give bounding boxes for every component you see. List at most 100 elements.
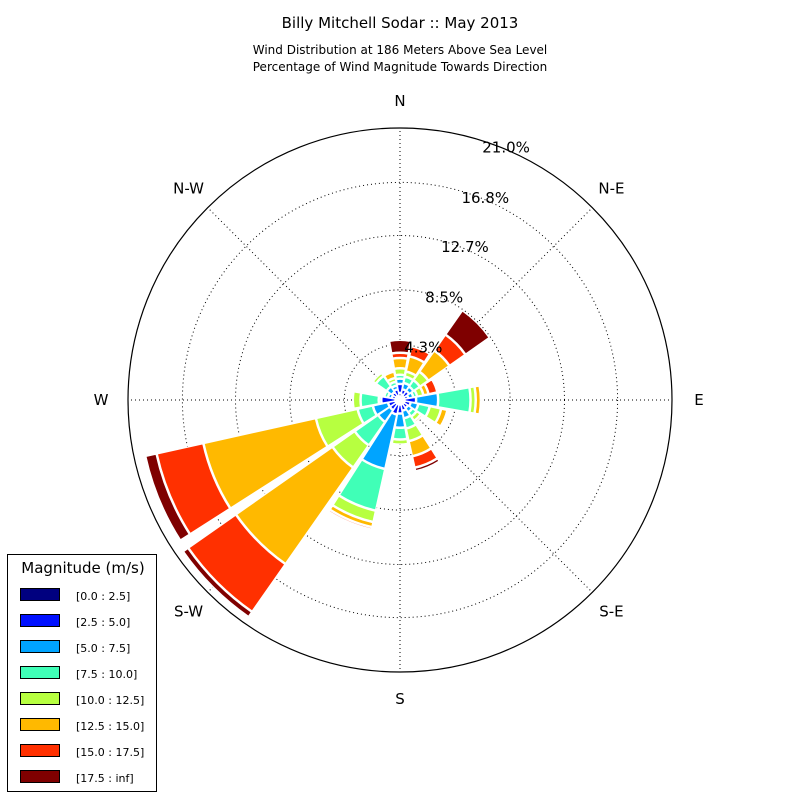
chart-subtitle-line-1: Wind Distribution at 186 Meters Above Se… [253, 43, 548, 57]
wind-bar [403, 376, 414, 386]
wind-bar [405, 424, 424, 442]
direction-label: S-W [174, 602, 203, 620]
wind-bar [391, 352, 409, 359]
wind-bar [411, 390, 418, 398]
outer-circle [127, 127, 673, 673]
wind-bar [435, 408, 448, 427]
wind-bar [401, 408, 411, 419]
wind-bar [445, 309, 491, 355]
wind-bar [235, 446, 354, 565]
wind-bar [338, 459, 386, 511]
wind-bar [405, 356, 425, 376]
legend-label: [0.0 : 2.5] [76, 590, 131, 603]
wind-bar [389, 381, 398, 388]
wind-bar [433, 334, 466, 367]
grid-spoke [399, 207, 593, 401]
wind-bar [413, 371, 429, 387]
wind-bar [396, 383, 404, 394]
wind-bar [386, 386, 396, 396]
wind-bar [404, 396, 417, 404]
wind-bar [414, 458, 440, 472]
legend-swatch [20, 692, 60, 705]
wind-bar [425, 405, 442, 424]
wind-bar [437, 387, 471, 413]
legend-swatch [20, 666, 60, 679]
wind-bar [332, 430, 370, 468]
wind-bar [378, 395, 382, 405]
wind-bar [410, 410, 422, 422]
wind-bar [391, 385, 399, 392]
legend-title: Magnitude (m/s) [21, 559, 145, 577]
wind-bar [393, 389, 400, 397]
wind-bar [382, 390, 387, 398]
grid-spoke [399, 399, 593, 593]
legend-swatch [20, 744, 60, 757]
chart-subtitle-line-2: Percentage of Wind Magnitude Towards Dir… [253, 60, 547, 74]
legend-swatch [20, 614, 60, 627]
wind-bar [377, 406, 394, 423]
legend-label: [15.0 : 17.5] [76, 746, 145, 759]
wind-bar [156, 442, 231, 535]
grid-spoke [207, 207, 401, 401]
wind-bar [401, 382, 410, 392]
legend-label: [10.0 : 12.5] [76, 694, 145, 707]
radial-tick-label: 16.8% [461, 189, 509, 207]
legend-label: [17.5 : inf] [76, 772, 134, 785]
radial-tick-label: 21.0% [482, 139, 530, 157]
wind-bar [182, 547, 253, 618]
legend-label: [5.0 : 7.5] [76, 642, 131, 655]
wind-bar [391, 438, 409, 445]
wind-bar [469, 386, 476, 414]
wind-bar [388, 339, 412, 354]
wind-bar [372, 372, 384, 384]
wind-bar [474, 385, 481, 415]
wind-bar [329, 504, 374, 528]
wind-bar [328, 509, 373, 530]
wind-bar [392, 357, 408, 369]
wind-bar [393, 368, 407, 376]
wind-bar [413, 413, 424, 424]
legend-swatch [20, 718, 60, 731]
wind-bar [408, 401, 419, 411]
direction-label: N [394, 92, 405, 110]
legend: Magnitude (m/s) [0.0 : 2.5] [2.5 : 5.0] [5… [7, 554, 157, 792]
wind-bar [395, 378, 405, 385]
direction-label: W [94, 391, 109, 409]
legend-swatch [20, 588, 60, 601]
wind-bar [394, 413, 406, 428]
wind-bar [407, 407, 417, 417]
wind-bar [203, 417, 328, 509]
wind-bar [352, 391, 362, 409]
wind-bar [411, 448, 438, 468]
wind-bar [384, 390, 391, 398]
legend-label: [2.5 : 5.0] [76, 616, 131, 629]
wind-bar [405, 386, 414, 395]
wind-bar [404, 371, 417, 381]
wind-bar [381, 396, 396, 404]
legend-label: [7.5 : 10.0] [76, 668, 138, 681]
wind-bar [408, 435, 432, 457]
wind-rose-bars [145, 309, 491, 618]
grid-circle [289, 289, 511, 511]
direction-label: N-W [173, 180, 204, 198]
wind-bar [383, 371, 396, 382]
wind-bar [415, 392, 439, 408]
radial-tick-label: 4.3% [404, 339, 442, 357]
legend-label: [12.5 : 15.0] [76, 720, 145, 733]
wind-bar [415, 403, 430, 417]
wind-bar [394, 374, 406, 380]
wind-bar [419, 383, 429, 396]
radial-tick-label: 8.5% [425, 288, 463, 306]
direction-label: S-E [599, 602, 623, 620]
wind-bar [409, 346, 431, 363]
wind-bar [360, 392, 380, 408]
wind-bar [361, 412, 398, 470]
wind-bar [372, 402, 391, 416]
radial-tick-label: 12.7% [441, 238, 489, 256]
legend-swatch [20, 770, 60, 783]
wind-bar [332, 495, 377, 523]
wind-bar [387, 377, 397, 385]
wind-bar [145, 453, 191, 541]
wind-bar [424, 378, 438, 395]
